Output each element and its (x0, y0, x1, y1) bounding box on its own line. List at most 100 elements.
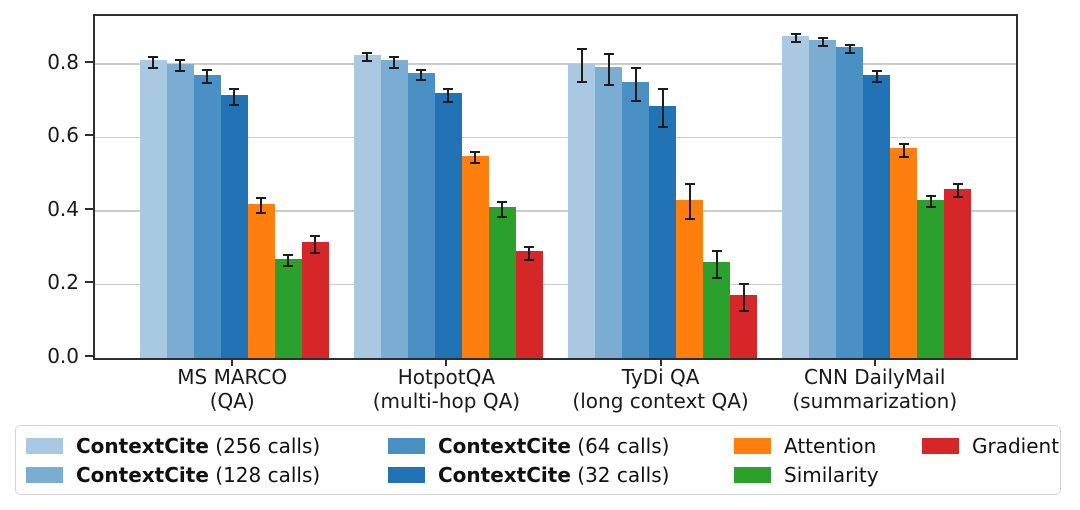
error-bar-line (661, 90, 664, 126)
error-bar (470, 151, 481, 165)
error-bar-line (233, 89, 236, 105)
bar-attention (676, 199, 704, 358)
bar-contextcite-64-calls- (622, 82, 650, 358)
x-category-label: MS MARCO (QA) (102, 365, 362, 413)
error-bar-line (902, 144, 905, 156)
bar-contextcite-256-calls- (568, 63, 596, 358)
error-bar-line (956, 185, 959, 197)
error-bar-line (715, 251, 718, 278)
error-bar (416, 68, 427, 82)
error-bar-line (179, 61, 182, 71)
bar-gradient (515, 251, 543, 358)
x-category-subtitle: (summarization) (792, 389, 958, 413)
error-bar (711, 249, 722, 280)
error-bar-line (929, 197, 932, 207)
bar-contextcite-256-calls- (353, 54, 381, 358)
error-bar-line (821, 38, 824, 45)
bar-attention (247, 203, 275, 358)
y-tick-label: 0.2 (47, 270, 79, 295)
legend-item-label: ContextCite (32 calls) (438, 463, 670, 487)
error-bar-line (393, 57, 396, 67)
x-category-name: HotpotQA (397, 365, 496, 389)
bar-contextcite-64-calls- (193, 74, 221, 358)
error-bar (443, 87, 454, 103)
error-bar-line (848, 46, 851, 53)
error-bar-line (152, 57, 155, 67)
error-bar (524, 245, 535, 261)
error-bar (256, 196, 267, 215)
bar-contextcite-128-calls- (595, 67, 623, 358)
bar-contextcite-32-calls- (434, 93, 462, 358)
error-bar-line (314, 236, 317, 252)
x-category-name: TyDi QA (621, 365, 700, 389)
x-category-name: CNN DailyMail (804, 365, 946, 389)
x-category-label: CNN DailyMail (summarization) (745, 365, 1005, 413)
bar-contextcite-32-calls- (649, 106, 677, 358)
legend-item: ContextCite (128 calls) (26, 464, 320, 486)
bar-similarity (488, 207, 516, 358)
gridline (95, 210, 1016, 212)
error-bar (148, 55, 159, 69)
bar-similarity (274, 258, 302, 358)
x-tick-mark (873, 358, 876, 366)
legend-swatch (26, 438, 63, 454)
bar-contextcite-256-calls- (139, 60, 167, 358)
bar-gradient (301, 242, 329, 358)
x-tick-mark (231, 358, 234, 366)
legend-swatch (922, 438, 959, 454)
error-bar (657, 88, 668, 128)
error-bar (229, 87, 240, 107)
legend-item-label: Attention (784, 434, 877, 458)
error-bar-line (206, 71, 209, 83)
legend-column: Attention Similarity (734, 435, 879, 486)
y-tick-label: 0.0 (47, 344, 79, 368)
legend-swatch (734, 467, 771, 483)
x-category-label: TyDi QA (long context QA) (531, 365, 791, 413)
y-tick-mark (85, 207, 93, 210)
legend-item-label: ContextCite (64 calls) (438, 434, 670, 458)
legend-swatch (388, 467, 425, 483)
legend-item: Gradient (922, 435, 1059, 457)
error-bar-line (287, 256, 290, 266)
y-tick-mark (85, 355, 93, 357)
error-bar-line (688, 185, 691, 219)
error-bar-line (528, 247, 531, 259)
gridline (95, 63, 1016, 65)
x-tick-mark (659, 358, 662, 366)
bar-attention (461, 155, 489, 358)
error-bar-line (474, 153, 477, 163)
y-tick-label: 0.4 (47, 196, 79, 221)
error-bar (952, 183, 963, 199)
error-bar (925, 195, 936, 209)
legend-item: ContextCite (32 calls) (388, 464, 669, 486)
bar-attention (890, 148, 918, 358)
bar-gradient (944, 188, 972, 358)
error-bar-line (875, 72, 878, 82)
error-bar (389, 55, 400, 69)
error-bar (817, 36, 828, 47)
bar-similarity (917, 199, 945, 358)
x-category-subtitle: (multi-hop QA) (372, 389, 521, 413)
legend-item-label: ContextCite (128 calls) (76, 463, 321, 487)
legend-column: ContextCite (256 calls) ContextCite (128 … (26, 435, 320, 486)
plot-area (93, 14, 1018, 360)
legend-swatch (26, 467, 63, 483)
error-bar (497, 200, 508, 218)
error-bar (738, 282, 749, 313)
bar-contextcite-32-calls- (220, 95, 248, 358)
error-bar (844, 44, 855, 55)
error-bar-line (501, 202, 504, 216)
legend-item: Attention (734, 435, 879, 457)
legend-item-label: Similarity (784, 463, 879, 487)
gridline (95, 136, 1016, 139)
y-tick-mark (85, 134, 93, 137)
y-tick-mark (85, 281, 93, 284)
x-category-name: MS MARCO (177, 365, 288, 389)
error-bar (283, 254, 294, 268)
error-bar (362, 51, 373, 62)
error-bar-line (366, 53, 369, 60)
error-bar-line (742, 284, 745, 311)
y-tick-mark (85, 60, 93, 63)
legend-swatch (734, 438, 771, 454)
error-bar-line (420, 70, 423, 80)
